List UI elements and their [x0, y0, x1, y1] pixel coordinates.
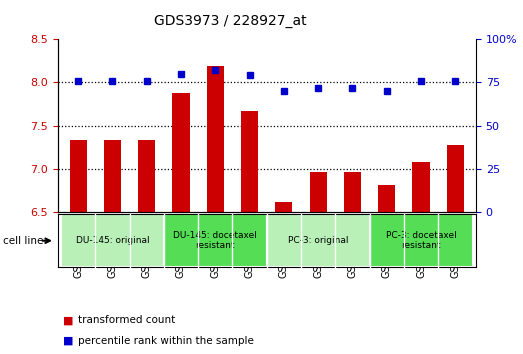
Bar: [310, 172, 327, 212]
Text: PC-3: original: PC-3: original: [288, 236, 348, 245]
Text: DU-145: docetaxel
resistant: DU-145: docetaxel resistant: [173, 231, 257, 250]
Bar: [344, 172, 361, 212]
Text: transformed count: transformed count: [78, 315, 176, 325]
Text: percentile rank within the sample: percentile rank within the sample: [78, 336, 254, 346]
Text: ■: ■: [63, 315, 73, 325]
Bar: [138, 141, 155, 212]
Bar: [275, 202, 292, 212]
Bar: [370, 214, 472, 267]
Text: ■: ■: [63, 336, 73, 346]
Bar: [104, 141, 121, 212]
Text: PC-3: docetaxel
resistant: PC-3: docetaxel resistant: [385, 231, 457, 250]
Bar: [173, 93, 189, 212]
Text: GDS3973 / 228927_at: GDS3973 / 228927_at: [154, 14, 306, 28]
Bar: [378, 185, 395, 212]
Text: cell line: cell line: [3, 236, 43, 246]
Bar: [164, 214, 267, 267]
Bar: [413, 162, 429, 212]
Text: DU-145: original: DU-145: original: [76, 236, 149, 245]
Bar: [207, 66, 224, 212]
Bar: [267, 214, 370, 267]
Bar: [61, 214, 164, 267]
Bar: [70, 141, 87, 212]
Bar: [447, 145, 464, 212]
Bar: [241, 111, 258, 212]
